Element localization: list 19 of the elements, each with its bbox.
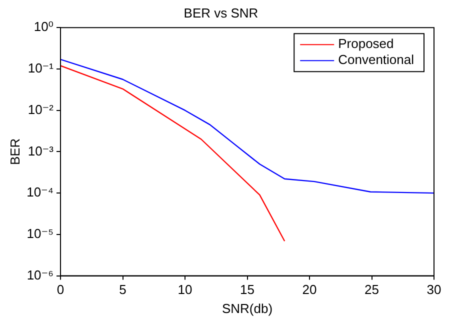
x-tick-label: 0 <box>56 282 64 298</box>
x-tick-label: 20 <box>302 282 317 298</box>
x-tick-label: 15 <box>240 282 254 298</box>
y-tick-label: 10⁻² <box>28 102 54 117</box>
y-tick-label: 10⁻¹ <box>28 60 54 76</box>
x-tick-label: 30 <box>426 282 442 298</box>
x-tick-label: 10 <box>178 282 192 298</box>
x-tick-label: 25 <box>364 282 379 298</box>
y-tick-label: 10⁻⁴ <box>26 184 54 200</box>
y-tick-label: 10⁻⁵ <box>26 226 54 242</box>
legend-label: Conventional <box>338 52 414 68</box>
chart-title: BER vs SNR <box>184 5 258 20</box>
legend-label: Proposed <box>338 36 394 52</box>
x-axis-title: SNR(db) <box>222 300 273 316</box>
y-tick-label: 10⁻³ <box>28 143 54 158</box>
y-axis-title: BER <box>7 138 22 166</box>
y-tick-label: 10⁻⁶ <box>26 267 54 282</box>
x-tick-label: 5 <box>119 282 126 298</box>
y-tick-label: 10⁰ <box>34 19 54 34</box>
